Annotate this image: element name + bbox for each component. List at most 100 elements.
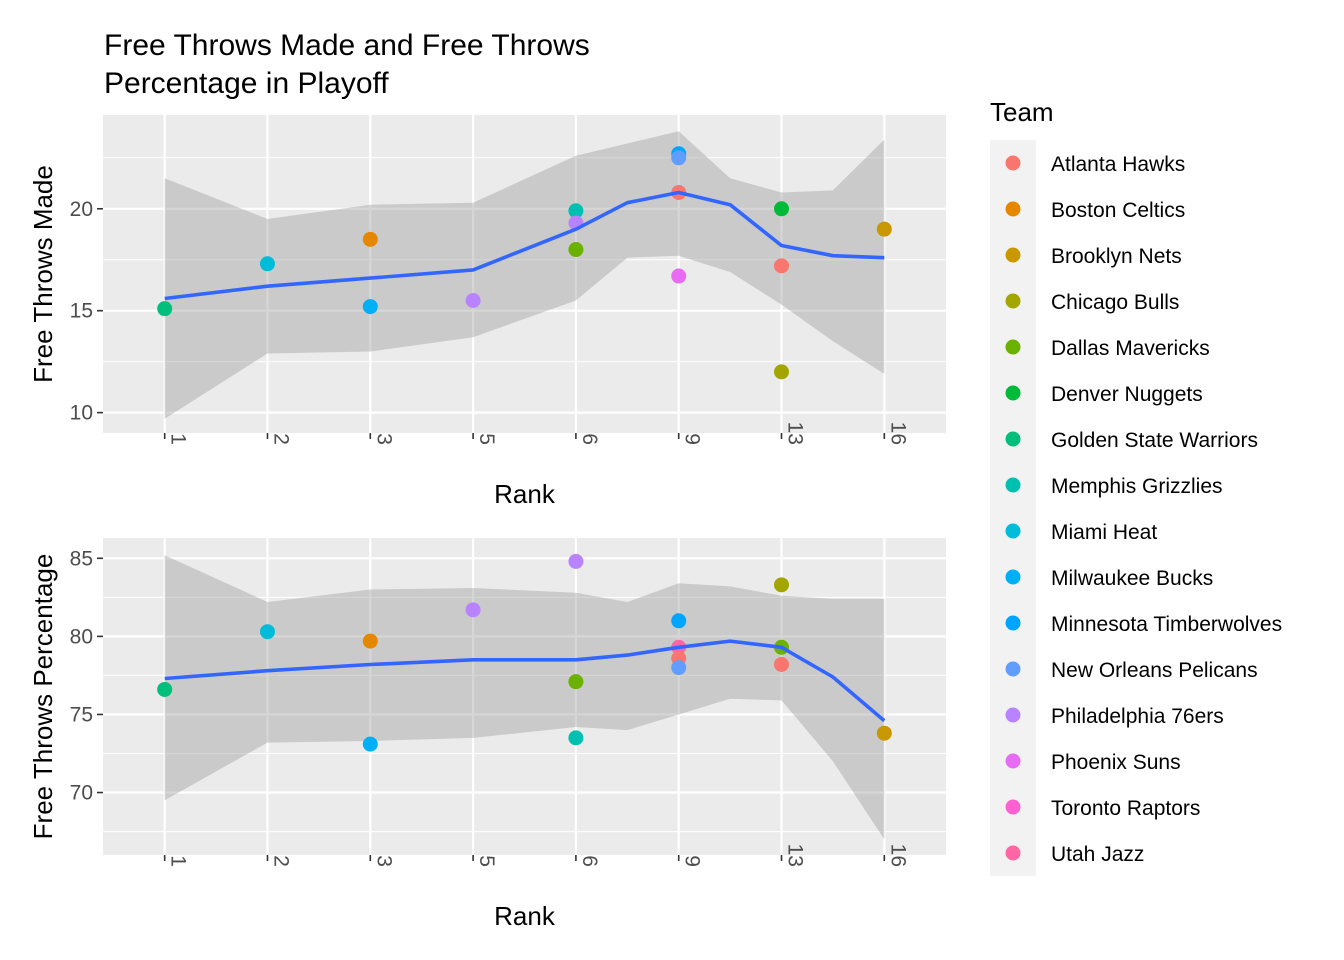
data-point [465, 293, 481, 308]
data-point [259, 624, 275, 640]
y-tick-label: 80 [70, 625, 93, 648]
legend-key-background [990, 140, 1036, 876]
legend-label: Phoenix Suns [1051, 751, 1181, 774]
data-point [465, 602, 481, 618]
y-tick-label: 20 [70, 198, 93, 221]
data-point [671, 660, 687, 676]
legend-key [1005, 155, 1021, 171]
legend-key [1005, 799, 1021, 815]
data-point [568, 553, 584, 569]
x-tick-label: 13 [784, 422, 807, 445]
y-tick-label: 70 [70, 782, 93, 805]
confidence-band [164, 555, 885, 840]
legend-key [1005, 615, 1021, 631]
legend-label: Memphis Grizzlies [1051, 475, 1223, 498]
x-tick-label: 9 [681, 433, 704, 445]
legend: Team Atlanta Hawks Boston Celtics Brooklyn… [990, 97, 1282, 876]
legend-label: Boston Celtics [1051, 199, 1185, 222]
x-tick-label: 2 [269, 855, 292, 867]
y-tick-label: 75 [70, 703, 93, 726]
legend-key [1005, 293, 1021, 309]
legend-key [1005, 707, 1021, 723]
legend-label: Chicago Bulls [1051, 291, 1179, 314]
legend-key [1005, 339, 1021, 355]
smooth-line [164, 190, 885, 301]
data-point [774, 577, 790, 593]
panel-free-throws-made: 10 15 20 1 2 3 5 6 9 13 16 Rank Free Throws Made [28, 115, 946, 509]
x-tick-label: 1 [167, 433, 190, 445]
chart-title-line-1: Free Throws Made and Free Throws [104, 29, 590, 62]
legend-key [1005, 385, 1021, 401]
legend-key [1005, 477, 1021, 493]
data-point [671, 268, 687, 284]
legend-label: Minnesota Timberwolves [1051, 613, 1282, 636]
data-point [568, 242, 584, 258]
panel-background [103, 115, 946, 433]
data-point [259, 256, 275, 272]
confidence-band [164, 131, 885, 419]
data-point [774, 258, 790, 274]
legend-label: New Orleans Pelicans [1051, 659, 1258, 682]
data-point [362, 736, 378, 752]
legend-label: Atlanta Hawks [1051, 153, 1185, 176]
legend-label: Philadelphia 76ers [1051, 705, 1224, 728]
legend-key [1005, 201, 1021, 217]
legend-key [1005, 661, 1021, 677]
legend-label: Golden State Warriors [1051, 429, 1258, 452]
legend-key [1005, 247, 1021, 263]
y-axis-title: Free Throws Percentage [28, 554, 58, 840]
data-point [876, 221, 892, 237]
data-point [671, 613, 687, 629]
data-point [774, 364, 790, 380]
data-point [362, 633, 378, 649]
legend-key [1005, 845, 1021, 861]
legend-title: Team [990, 97, 1054, 127]
data-point [362, 231, 378, 247]
legend-label: Dallas Mavericks [1051, 337, 1210, 360]
legend-key [1005, 569, 1021, 585]
data-point [774, 201, 790, 217]
x-tick-label: 13 [784, 844, 807, 867]
chart-title-line-2: Percentage in Playoff [104, 67, 389, 100]
x-tick-label: 1 [167, 855, 190, 867]
data-point [362, 299, 378, 315]
data-point [568, 674, 584, 690]
legend-label: Toronto Raptors [1051, 797, 1200, 820]
legend-key [1005, 753, 1021, 769]
x-tick-label: 5 [475, 433, 498, 445]
x-tick-label: 9 [681, 855, 704, 867]
data-point [157, 681, 173, 697]
panel-free-throws-percentage: 70 75 80 85 1 2 3 5 6 9 13 16 Rank Free Throws Percen… [28, 538, 946, 931]
legend-label: Miami Heat [1051, 521, 1157, 544]
x-tick-label: 3 [372, 855, 395, 867]
legend-label: Utah Jazz [1051, 843, 1144, 866]
y-tick-label: 10 [70, 402, 93, 425]
x-tick-label: 16 [886, 844, 909, 867]
x-tick-label: 16 [886, 422, 909, 445]
x-tick-label: 6 [578, 855, 601, 867]
y-axis-title: Free Throws Made [28, 165, 58, 383]
legend-label: Denver Nuggets [1051, 383, 1203, 406]
data-point [157, 301, 173, 317]
legend-label: Milwaukee Bucks [1051, 567, 1213, 590]
legend-key [1005, 431, 1021, 447]
data-point [568, 203, 584, 219]
x-tick-label: 3 [372, 433, 395, 445]
x-tick-label: 2 [269, 433, 292, 445]
y-tick-label: 15 [70, 300, 93, 323]
data-point [568, 730, 584, 746]
x-axis-title: Rank [494, 901, 556, 931]
y-tick-label: 85 [70, 547, 93, 570]
legend-key [1005, 523, 1021, 539]
x-tick-label: 6 [578, 433, 601, 445]
x-axis-title: Rank [494, 479, 556, 509]
smooth-line [164, 639, 886, 723]
data-point [876, 725, 892, 741]
data-point [774, 656, 790, 672]
legend-label: Brooklyn Nets [1051, 245, 1182, 268]
panel-background [103, 538, 946, 855]
data-point [671, 150, 687, 166]
x-tick-label: 5 [475, 855, 498, 867]
